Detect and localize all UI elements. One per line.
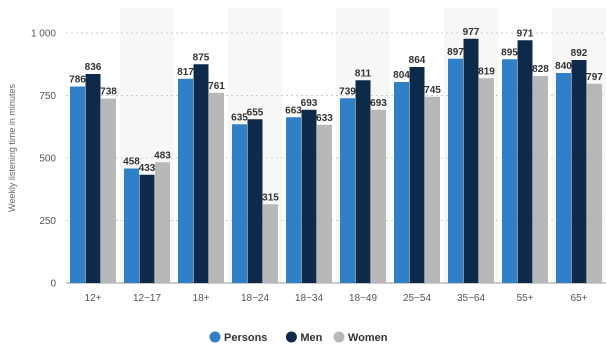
bar-women-12+: [101, 98, 116, 283]
x-axis: 12+ 12−17 18+ 18−24 18−34 18−49 25−54 35−64 55+ 6…: [85, 293, 588, 304]
x-tick-label: 18+: [193, 293, 210, 304]
bar-persons-25-54: [394, 82, 409, 283]
bar-women-18-49: [371, 109, 386, 283]
legend-marker: [333, 331, 345, 343]
data-label: 819: [478, 66, 495, 77]
bar-women-35-64: [479, 78, 494, 283]
bars: [70, 38, 602, 283]
y-tick-label: 750: [39, 91, 56, 102]
bar-women-25-54: [425, 96, 440, 283]
data-label: 971: [517, 28, 534, 39]
legend-item-persons[interactable]: Persons: [209, 331, 268, 345]
bar-persons-12-17: [124, 168, 139, 283]
x-tick-label: 18−34: [295, 293, 324, 304]
legend-label: Persons: [224, 332, 267, 344]
legend-marker: [285, 331, 297, 343]
x-tick-label: 65+: [571, 293, 588, 304]
bar-men-65+: [571, 60, 587, 283]
bar-men-35-64: [463, 38, 479, 283]
data-label: 693: [301, 98, 318, 109]
bar-persons-65+: [556, 73, 571, 283]
bar-women-12-17: [155, 162, 170, 283]
bar-men-18-49: [355, 80, 371, 283]
data-label: 655: [247, 107, 264, 118]
x-tick-label: 35−64: [457, 293, 486, 304]
bar-men-18+: [193, 64, 209, 283]
x-tick-label: 12+: [85, 293, 102, 304]
data-label: 483: [154, 150, 171, 161]
data-label: 738: [100, 87, 117, 98]
x-tick-label: 18−49: [349, 293, 378, 304]
data-label: 797: [586, 72, 603, 83]
y-axis: 0 250 500 750 1 000: [31, 29, 56, 290]
y-tick-label: 1 000: [31, 29, 56, 40]
bar-women-18-24: [263, 204, 278, 283]
data-label: 739: [339, 86, 356, 97]
data-label: 828: [532, 64, 549, 75]
bar-persons-18-34: [286, 117, 301, 283]
data-label: 840: [555, 61, 572, 72]
data-label: 804: [393, 70, 410, 81]
bar-men-12+: [85, 74, 101, 283]
legend: Persons Men Women: [209, 331, 388, 345]
x-tick-label: 12−17: [133, 293, 162, 304]
bar-men-25-54: [409, 67, 425, 283]
data-label: 693: [370, 98, 387, 109]
bar-persons-18+: [178, 78, 193, 283]
legend-label: Women: [348, 332, 388, 344]
legend-item-women[interactable]: Women: [333, 331, 388, 345]
data-label: 895: [501, 47, 518, 58]
y-tick-label: 0: [50, 279, 56, 290]
data-label: 786: [69, 75, 86, 86]
y-tick-label: 500: [39, 154, 56, 165]
bar-men-55+: [517, 40, 533, 283]
data-label: 977: [463, 27, 480, 38]
bar-persons-35-64: [448, 58, 463, 283]
data-label: 315: [262, 192, 279, 203]
bar-women-18+: [209, 92, 224, 283]
bar-men-12-17: [139, 174, 155, 283]
bar-persons-18-49: [340, 98, 355, 283]
bar-men-18-24: [247, 119, 263, 283]
legend-label: Men: [300, 332, 322, 344]
data-labels: 7868367384584334838178757616356553156636…: [69, 27, 603, 204]
bar-persons-12+: [70, 86, 85, 283]
y-axis-title: Weekly listening time in minutes: [7, 84, 17, 212]
bar-persons-18-24: [232, 124, 247, 283]
x-tick-label: 18−24: [241, 293, 270, 304]
x-tick-label: 55+: [517, 293, 534, 304]
data-label: 433: [139, 163, 156, 174]
legend-marker: [209, 331, 221, 343]
bar-women-65+: [587, 83, 602, 283]
data-label: 458: [123, 157, 140, 168]
data-label: 745: [424, 85, 441, 96]
bar-men-18-34: [301, 109, 317, 283]
bar-persons-55+: [502, 59, 517, 283]
data-label: 892: [571, 48, 588, 59]
data-label: 875: [193, 52, 210, 63]
data-label: 836: [85, 62, 102, 73]
data-label: 635: [231, 112, 248, 123]
bar-women-18-34: [317, 124, 332, 283]
y-tick-label: 250: [39, 216, 56, 227]
bar-women-55+: [533, 76, 548, 283]
data-label: 897: [447, 47, 464, 58]
legend-item-men[interactable]: Men: [285, 331, 323, 345]
data-label: 811: [355, 68, 372, 79]
data-label: 761: [208, 81, 225, 92]
x-tick-label: 25−54: [403, 293, 432, 304]
data-label: 633: [316, 113, 333, 124]
data-label: 817: [177, 67, 194, 78]
data-label: 864: [409, 55, 426, 66]
data-label: 663: [285, 105, 302, 116]
